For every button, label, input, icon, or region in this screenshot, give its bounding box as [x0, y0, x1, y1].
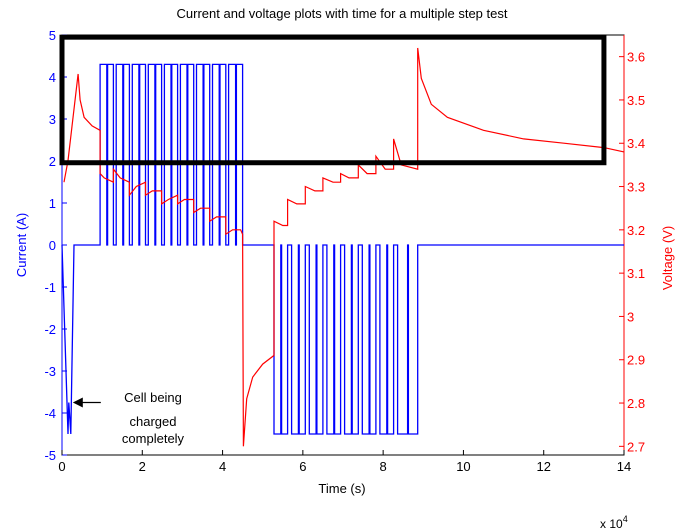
- y-left-tick-label: -4: [44, 406, 56, 421]
- x-tick-label: 14: [617, 459, 631, 474]
- annotation-arrowhead: [72, 397, 83, 408]
- y-left-label: Current (A): [14, 213, 29, 277]
- x-tick-label: 0: [58, 459, 65, 474]
- y-left-tick-label: 5: [49, 28, 56, 43]
- series-layer: [61, 47, 625, 447]
- chart-title: Current and voltage plots with time for …: [177, 6, 508, 21]
- x-tick-label: 6: [299, 459, 306, 474]
- y-left-tick-label: 0: [49, 238, 56, 253]
- y-right-tick-label: 3.3: [627, 180, 645, 195]
- annotation-line-2: charged: [130, 414, 177, 429]
- y-right-tick-label: 3.6: [627, 50, 645, 65]
- y-right-tick-label: 3.4: [627, 136, 645, 151]
- x-tick-label: 4: [219, 459, 226, 474]
- annotation: Cell being charged completely: [72, 390, 185, 446]
- x-multiplier-exponent: 4: [623, 514, 628, 524]
- y-right-axis: 2.7 2.8 2.9 3 3.1 3.2 3.3 3.4 3.5 3.6: [619, 35, 645, 455]
- x-tick-label: 2: [139, 459, 146, 474]
- y-left-tick-label: 2: [49, 154, 56, 169]
- y-left-tick-label: 4: [49, 70, 56, 85]
- y-left-tick-label: 1: [49, 196, 56, 211]
- y-right-label: Voltage (V): [660, 226, 675, 290]
- x-tick-label: 12: [536, 459, 550, 474]
- y-right-tick-label: 3.1: [627, 266, 645, 281]
- annotation-line-3: completely: [122, 431, 185, 446]
- y-right-tick-label: 2.7: [627, 439, 645, 454]
- y-left-tick-label: -3: [44, 364, 56, 379]
- y-right-tick-label: 2.8: [627, 396, 645, 411]
- y-left-tick-label: 3: [49, 112, 56, 127]
- y-right-tick-label: 3.2: [627, 223, 645, 238]
- x-tick-label: 10: [456, 459, 470, 474]
- annotation-line-1: Cell being: [124, 390, 182, 405]
- y-right-tick-label: 2.9: [627, 353, 645, 368]
- x-tick-label: 8: [380, 459, 387, 474]
- y-left-tick-label: -1: [44, 280, 56, 295]
- x-axis-label: Time (s): [318, 481, 365, 496]
- x-multiplier-label: x 104: [600, 514, 628, 531]
- highlight-box: [59, 34, 607, 166]
- voltage-series-line: [63, 47, 625, 447]
- y-right-tick-label: 3: [627, 309, 634, 324]
- x-axis: 0 2 4 6 8 10 12 14: [58, 450, 631, 474]
- y-left-tick-label: -2: [44, 322, 56, 337]
- x-multiplier-base: x 10: [600, 517, 623, 531]
- y-left-tick-label: -5: [44, 448, 56, 463]
- current-series-line: [61, 63, 624, 435]
- y-right-tick-label: 3.5: [627, 93, 645, 108]
